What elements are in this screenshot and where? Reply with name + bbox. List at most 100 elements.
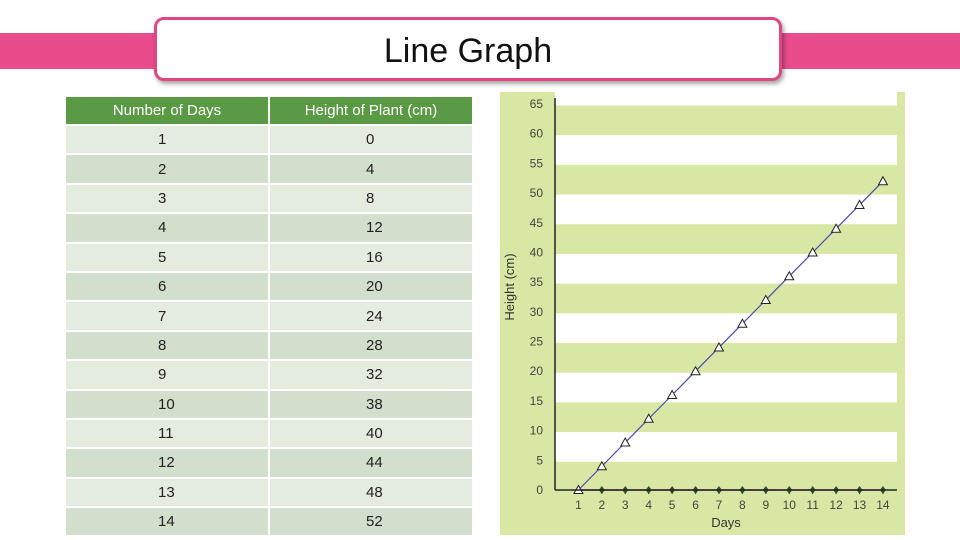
- x-tick-labels: 1 2 3 4 5 6 7 8 9 10 11 12 13 14: [575, 490, 890, 512]
- cell-height: 24: [270, 302, 472, 330]
- cell-days: 6: [66, 272, 268, 301]
- x-tick-label: 12: [829, 498, 843, 512]
- x-tick-label: 7: [716, 498, 723, 512]
- cell-days: 14: [66, 508, 268, 536]
- table-body: 1 0 2 4 3 8 4 12 5 16 6 20 7 24 8 28 9 32 10 38 11 40 12 44 13 48…: [66, 126, 472, 536]
- cell-days: 2: [66, 155, 268, 183]
- grid-band: [555, 372, 897, 403]
- y-tick-label: 10: [530, 424, 544, 438]
- x-tick-label: 5: [669, 498, 676, 512]
- y-tick-label: 50: [530, 186, 544, 200]
- cell-height: 16: [270, 243, 472, 271]
- x-tick-label: 8: [739, 498, 746, 512]
- data-point: [854, 199, 865, 209]
- table-row: 6 20: [66, 272, 472, 301]
- data-point: [666, 389, 678, 399]
- y-tick-label: 55: [530, 156, 544, 170]
- x-tick-label: 3: [622, 498, 629, 512]
- data-point: [783, 270, 795, 281]
- grid-band: [555, 194, 897, 225]
- table-header-row: Number of Days Height of Plant (cm): [66, 97, 472, 124]
- table-row: 4 12: [66, 214, 472, 242]
- cell-days: 1: [66, 126, 268, 154]
- y-tick-label: 40: [530, 245, 544, 259]
- table-row: 8 28: [66, 331, 472, 360]
- data-point: [737, 318, 748, 328]
- x-tick-label: 9: [762, 498, 769, 512]
- cell-days: 8: [66, 331, 268, 360]
- cell-days: 3: [66, 184, 268, 213]
- grid-band: [555, 253, 897, 284]
- title-box: Line Graph: [154, 17, 782, 81]
- cell-days: 5: [66, 243, 268, 271]
- x-tick-label: 4: [645, 498, 652, 512]
- cell-height: 32: [270, 361, 472, 389]
- table-row: 9 32: [66, 361, 472, 389]
- table-row: 11 40: [66, 419, 472, 448]
- cell-height: 38: [270, 390, 472, 418]
- column-header-height: Height of Plant (cm): [270, 97, 472, 124]
- y-tick-label: 25: [530, 335, 544, 349]
- cell-days: 4: [66, 214, 268, 242]
- grid-band: [555, 432, 897, 462]
- cell-days: 7: [66, 302, 268, 330]
- table-row: 7 24: [66, 302, 472, 330]
- y-axis-label: Height (cm): [502, 253, 517, 320]
- x-tick-label: 14: [876, 498, 890, 512]
- cell-height: 48: [270, 478, 472, 507]
- y-tick-label: 60: [530, 127, 544, 141]
- y-tick-label: 45: [530, 216, 544, 230]
- y-tick-labels: 0 5 10 15 20 25 30 35 40 45 50 55 60 65: [530, 97, 544, 497]
- x-tick-label: 2: [599, 498, 606, 512]
- data-point: [713, 341, 725, 352]
- data-point: [619, 436, 631, 447]
- cell-days: 13: [66, 478, 268, 507]
- cell-days: 10: [66, 390, 268, 418]
- cell-height: 12: [270, 214, 472, 242]
- y-tick-label: 35: [530, 275, 544, 289]
- cell-height: 20: [270, 272, 472, 301]
- y-tick-label: 20: [530, 364, 544, 378]
- cell-days: 11: [66, 419, 268, 448]
- data-point: [643, 413, 655, 423]
- table-row: 13 48: [66, 478, 472, 507]
- cell-height: 8: [270, 184, 472, 213]
- grid-band: [555, 313, 897, 344]
- y-tick-label: 65: [530, 97, 544, 111]
- table-row: 14 52: [66, 508, 472, 536]
- x-tick-label: 10: [783, 498, 797, 512]
- table-row: 10 38: [66, 390, 472, 418]
- cell-height: 0: [270, 126, 472, 154]
- x-tick-label: 6: [692, 498, 699, 512]
- y-tick-label: 15: [530, 394, 544, 408]
- data-point: [807, 246, 819, 257]
- data-point: [830, 223, 842, 233]
- data-point: [596, 460, 608, 471]
- cell-days: 9: [66, 361, 268, 389]
- cell-height: 4: [270, 155, 472, 183]
- line-chart: 0 5 10 15 20 25 30 35 40 45 50 55 60 65 1 2 3 4 5 6 7 8 9 10 11…: [500, 75, 905, 535]
- table-row: 5 16: [66, 243, 472, 271]
- y-tick-label: 30: [530, 305, 544, 319]
- data-point: [877, 175, 889, 186]
- y-tick-label: 5: [536, 453, 543, 467]
- cell-height: 52: [270, 508, 472, 536]
- page-title: Line Graph: [383, 31, 553, 70]
- x-tick-label: 13: [853, 498, 867, 512]
- x-tick-label: 1: [575, 498, 582, 512]
- data-point: [760, 294, 772, 304]
- grid-band: [555, 135, 897, 165]
- cell-days: 12: [66, 449, 268, 477]
- cell-height: 28: [270, 331, 472, 360]
- y-tick-label: 0: [536, 483, 543, 497]
- table-row: 12 44: [66, 449, 472, 477]
- grid-band: [555, 75, 897, 106]
- column-header-days: Number of Days: [66, 97, 268, 124]
- x-axis-label: Days: [711, 515, 741, 530]
- cell-height: 44: [270, 449, 472, 477]
